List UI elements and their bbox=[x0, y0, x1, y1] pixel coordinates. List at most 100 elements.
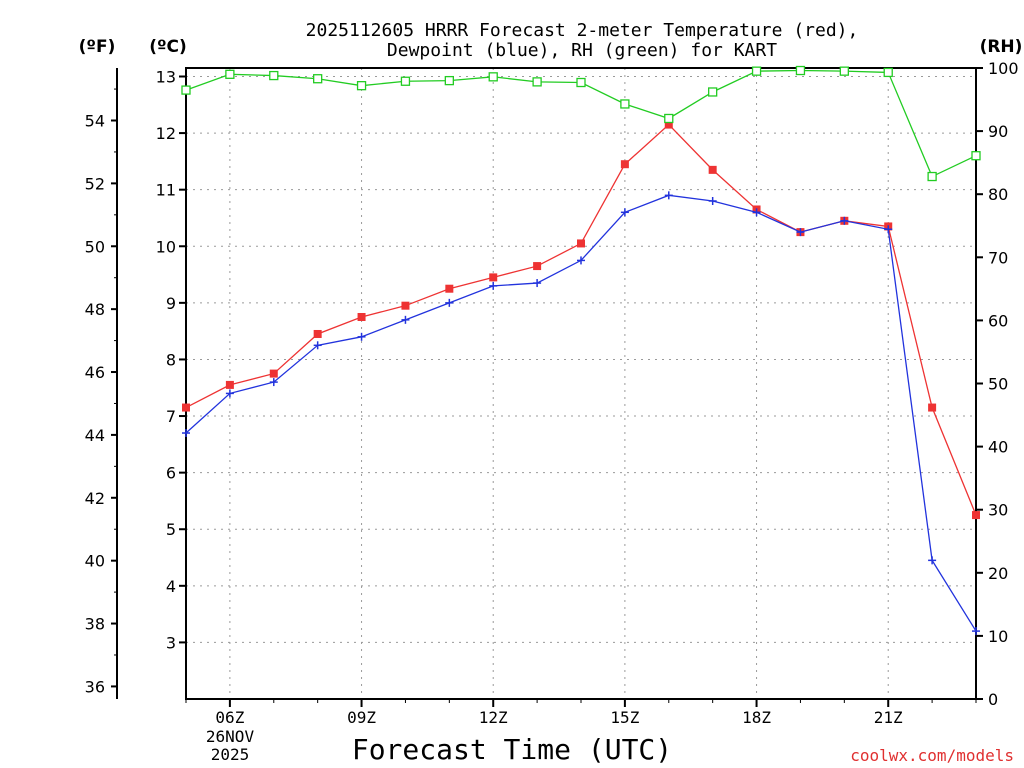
rh-point bbox=[269, 70, 279, 81]
fahrenheit-tick-label: 50 bbox=[85, 237, 105, 256]
rh-tick-label: 0 bbox=[988, 690, 998, 709]
celsius-tick-label: 10 bbox=[156, 237, 176, 256]
temperature-point bbox=[225, 380, 234, 389]
rh-point bbox=[620, 99, 630, 109]
rh-tick-label: 30 bbox=[988, 501, 1008, 520]
temperature-point bbox=[401, 301, 410, 310]
x-tick-label: 15Z bbox=[610, 708, 639, 727]
temperature-point bbox=[972, 511, 980, 520]
dewpoint-point bbox=[357, 332, 366, 341]
dewpoint-point bbox=[401, 315, 410, 324]
rh-tick-label: 60 bbox=[988, 311, 1008, 330]
temperature-point bbox=[708, 165, 717, 174]
dewpoint-point bbox=[620, 208, 629, 217]
fahrenheit-tick-label: 36 bbox=[85, 677, 105, 696]
rh-point bbox=[444, 75, 454, 86]
dewpoint-point bbox=[928, 556, 937, 565]
dewpoint-point bbox=[752, 208, 761, 217]
dewpoint-point bbox=[225, 389, 234, 398]
axes: 36 38 40 42 44 46 48 50 52 54 3 4 5 6 7 8 9 10 11 12 13 0 10 20… bbox=[85, 59, 1019, 727]
celsius-tick-label: 8 bbox=[166, 350, 176, 369]
rh-tick-label: 10 bbox=[988, 627, 1008, 646]
dewpoint-point bbox=[577, 256, 585, 265]
celsius-tick-label: 3 bbox=[166, 633, 176, 652]
grid-lines bbox=[186, 68, 976, 699]
rh-tick-label: 80 bbox=[988, 185, 1008, 204]
rh-tick-label: 90 bbox=[988, 122, 1008, 141]
celsius-tick-label: 6 bbox=[166, 464, 176, 483]
temperature-point bbox=[577, 239, 585, 248]
celsius-tick-label: 11 bbox=[156, 181, 176, 200]
temperature-line bbox=[185, 123, 977, 516]
rh-point bbox=[225, 69, 235, 79]
left-fahrenheit-unit: (ºF) bbox=[79, 37, 116, 57]
x-tick-label: 21Z bbox=[874, 708, 903, 727]
fahrenheit-tick-label: 44 bbox=[85, 426, 105, 445]
dewpoint-point bbox=[708, 196, 717, 205]
dewpoint-point bbox=[796, 228, 805, 237]
x-tick-label: 09Z bbox=[347, 708, 376, 727]
rh-point bbox=[488, 72, 498, 82]
fahrenheit-tick-label: 46 bbox=[85, 363, 105, 382]
celsius-tick-label: 7 bbox=[166, 407, 176, 426]
rh-tick-label: 40 bbox=[988, 438, 1008, 457]
rh-point bbox=[883, 67, 893, 78]
rh-tick-label: 20 bbox=[988, 564, 1008, 583]
left-celsius-unit: (ºC) bbox=[149, 37, 187, 57]
fahrenheit-tick-label: 40 bbox=[85, 552, 105, 571]
dewpoint-point bbox=[664, 191, 673, 200]
rh-point bbox=[356, 81, 367, 91]
rh-point bbox=[708, 87, 718, 97]
temperature-point bbox=[269, 369, 278, 378]
rh-tick-label: 100 bbox=[988, 59, 1019, 78]
date-label-year: 2025 bbox=[211, 745, 250, 764]
rh-point bbox=[751, 66, 762, 76]
x-tick-label: 12Z bbox=[479, 708, 508, 727]
temperature-point bbox=[313, 329, 322, 338]
fahrenheit-tick-label: 42 bbox=[85, 489, 105, 508]
right-rh-unit: (RH) bbox=[980, 37, 1023, 57]
rh-point bbox=[400, 76, 411, 86]
credit-label: coolwx.com/models bbox=[850, 746, 1014, 765]
rh-point bbox=[839, 66, 849, 76]
data-series bbox=[181, 65, 981, 636]
dewpoint-point bbox=[972, 627, 980, 636]
rh-point bbox=[971, 151, 981, 161]
date-label-day: 26NOV bbox=[206, 727, 255, 746]
dewpoint-point bbox=[313, 341, 322, 350]
temperature-point bbox=[533, 262, 542, 271]
temperature-point bbox=[928, 403, 937, 412]
chart-title-line-1: 2025112605 HRRR Forecast 2-meter Tempera… bbox=[306, 20, 859, 41]
fahrenheit-tick-label: 52 bbox=[85, 174, 105, 193]
dewpoint-point bbox=[884, 225, 893, 234]
rh-tick-label: 70 bbox=[988, 248, 1008, 267]
rh-point bbox=[181, 85, 191, 95]
celsius-tick-label: 5 bbox=[166, 520, 176, 539]
celsius-tick-label: 13 bbox=[156, 67, 176, 86]
celsius-tick-label: 4 bbox=[166, 577, 176, 596]
x-axis-label: Forecast Time (UTC) bbox=[352, 733, 672, 766]
dewpoint-point bbox=[533, 279, 542, 288]
dewpoint-point bbox=[182, 429, 190, 438]
temperature-point bbox=[357, 313, 366, 322]
rh-point bbox=[576, 77, 586, 88]
dewpoint-point bbox=[269, 378, 278, 387]
dewpoint-point bbox=[489, 281, 498, 290]
rh-tick-label: 50 bbox=[988, 375, 1008, 394]
plot-frame bbox=[185, 67, 977, 700]
dewpoint-point bbox=[840, 216, 849, 225]
x-tick-label: 18Z bbox=[742, 708, 771, 727]
x-tick-label: 06Z bbox=[215, 708, 244, 727]
rh-point bbox=[532, 77, 542, 87]
rh-point bbox=[795, 65, 806, 76]
dewpoint-point bbox=[445, 298, 454, 307]
fahrenheit-tick-label: 54 bbox=[85, 112, 105, 131]
celsius-tick-label: 12 bbox=[156, 124, 176, 143]
fahrenheit-tick-label: 38 bbox=[85, 615, 105, 634]
temperature-point bbox=[489, 273, 498, 282]
temperature-point bbox=[445, 284, 454, 293]
temperature-point bbox=[182, 403, 190, 412]
rh-point bbox=[313, 74, 323, 84]
rh-point bbox=[927, 171, 937, 182]
